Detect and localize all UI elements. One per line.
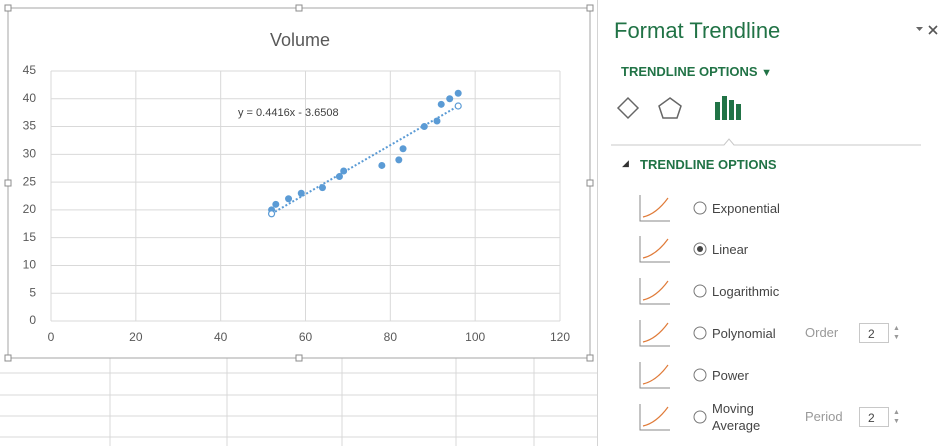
trend-icon <box>639 236 670 263</box>
point <box>285 195 293 203</box>
radio[interactable] <box>693 242 707 256</box>
trend-icon <box>639 195 670 222</box>
point <box>399 145 407 153</box>
point <box>420 123 428 131</box>
trend-icon <box>639 320 670 347</box>
chart-frame[interactable] <box>7 7 591 359</box>
effects-icon[interactable] <box>658 97 682 119</box>
option-label[interactable]: Exponential <box>712 200 780 216</box>
tab-label: TRENDLINE OPTIONS <box>621 64 758 79</box>
y-tick-label: 45 <box>23 63 37 77</box>
option-label[interactable]: Polynomial <box>712 325 776 341</box>
point <box>378 161 386 169</box>
pane-title: Format Trendline <box>614 18 781 43</box>
y-tick-label: 10 <box>23 258 37 272</box>
trend-icon <box>639 362 670 389</box>
pane-icons <box>611 96 921 146</box>
y-tick-label: 15 <box>23 230 37 244</box>
sheet-grid <box>0 358 597 446</box>
radio[interactable] <box>693 284 707 298</box>
x-tick-label: 0 <box>48 330 55 344</box>
y-tick-label: 35 <box>23 119 37 133</box>
param-box[interactable]: 2 <box>859 407 889 427</box>
x-tick-label: 40 <box>214 330 228 344</box>
y-tick-label: 25 <box>23 174 37 188</box>
radio[interactable] <box>693 368 707 382</box>
sheet-chart: Volume 0 5 10 15 20 25 30 35 40 45 0 20 40 60 80 100 120… <box>0 4 597 446</box>
y-tick-label: 20 <box>23 202 37 216</box>
param-box[interactable]: 2 <box>859 323 889 343</box>
x-tick-label: 120 <box>550 330 570 344</box>
trend-icon <box>639 404 670 431</box>
trendline-label: y = 0.4416x - 3.6508 <box>238 107 339 119</box>
point <box>272 200 280 208</box>
pane-controls[interactable] <box>916 24 940 38</box>
fill-icon[interactable] <box>616 96 640 120</box>
section-header[interactable]: TRENDLINE OPTIONS <box>640 157 777 172</box>
x-tick-label: 20 <box>129 330 143 344</box>
option-label[interactable]: Moving Average <box>712 401 761 433</box>
point <box>437 100 445 108</box>
y-tick-label: 0 <box>29 313 36 327</box>
y-tick-label: 30 <box>23 147 37 161</box>
spinner[interactable]: ▲ ▼ <box>893 409 900 425</box>
option-label[interactable]: Power <box>712 367 749 383</box>
radio[interactable] <box>693 201 707 215</box>
option-label[interactable]: Logarithmic <box>712 283 780 299</box>
x-tick-label: 60 <box>299 330 313 344</box>
radio[interactable] <box>693 410 707 424</box>
radio[interactable] <box>693 326 707 340</box>
x-tick-label: 100 <box>465 330 485 344</box>
pane-tab[interactable]: TRENDLINE OPTIONS ▼ <box>621 64 773 79</box>
point <box>454 89 462 97</box>
point <box>395 156 403 164</box>
chart-title: Volume <box>270 30 330 50</box>
x-tick-label: 80 <box>384 330 398 344</box>
options-icon[interactable] <box>715 96 741 120</box>
spinner[interactable]: ▲ ▼ <box>893 325 900 341</box>
param-label: Order <box>805 325 839 340</box>
format-pane: Format Trendline TRENDLINE OPTIONS ▼ ◢ T… <box>597 0 943 446</box>
frame-handles <box>4 4 594 362</box>
y-tick-label: 5 <box>29 285 36 299</box>
trendline-end <box>454 102 462 110</box>
param-label: Period <box>805 409 843 424</box>
point <box>446 95 454 103</box>
trendline-end <box>267 210 276 218</box>
trend-icon <box>639 278 670 305</box>
option-label[interactable]: Linear <box>712 241 749 257</box>
y-tick-label: 40 <box>23 91 37 105</box>
